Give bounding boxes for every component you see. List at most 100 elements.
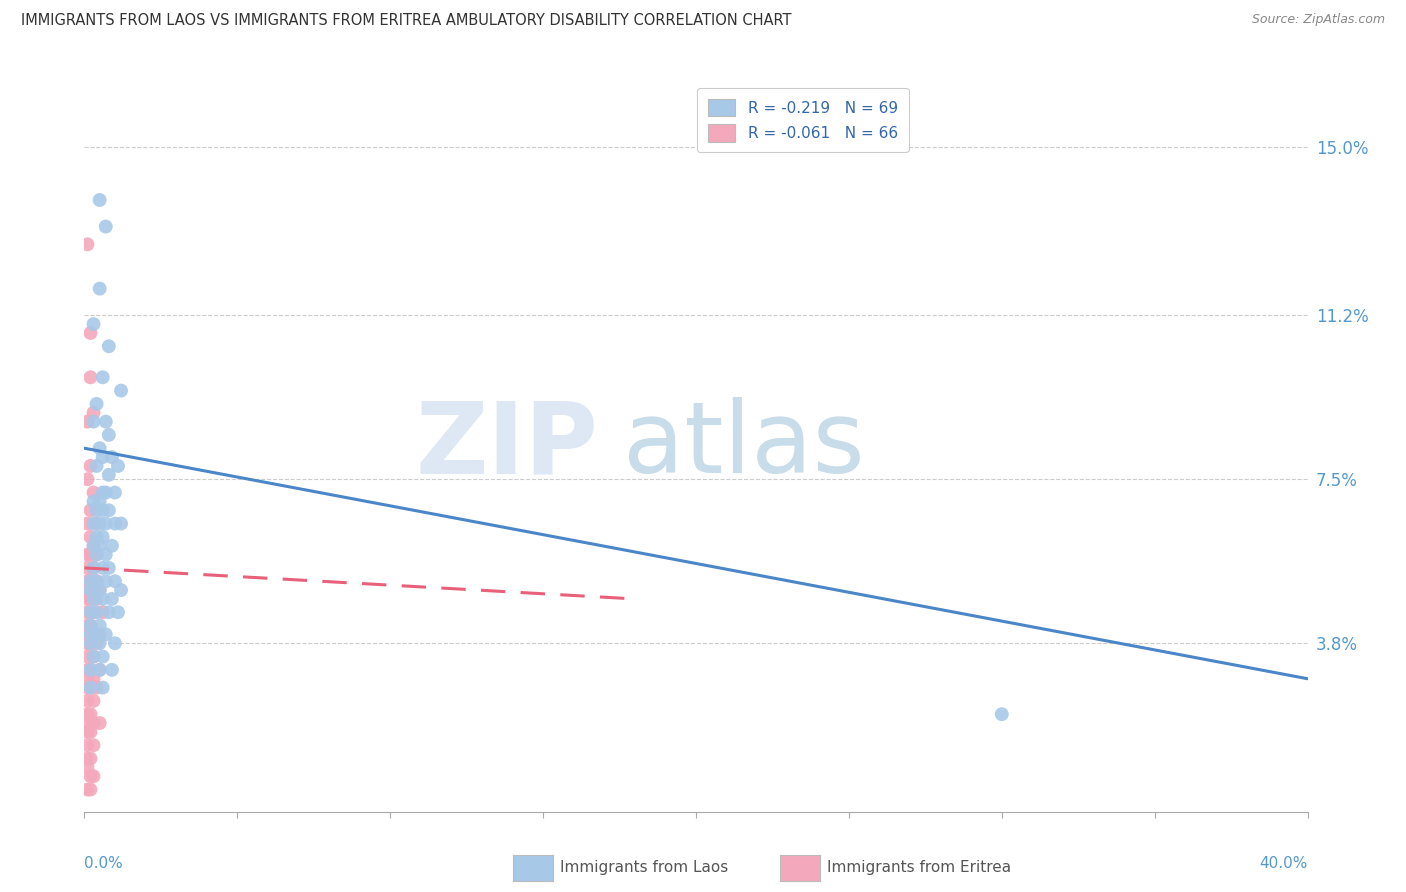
Point <box>91 681 114 695</box>
Text: Immigrants from Eritrea: Immigrants from Eritrea <box>827 860 1011 874</box>
Point <box>79 663 101 677</box>
Point <box>89 663 111 677</box>
Point <box>89 583 111 598</box>
Point <box>104 485 127 500</box>
Point <box>86 516 108 531</box>
Point <box>101 539 124 553</box>
Point <box>86 548 108 562</box>
Point <box>83 317 105 331</box>
Point <box>89 193 111 207</box>
Point <box>110 516 132 531</box>
Point <box>79 769 101 783</box>
Point <box>76 618 98 632</box>
Text: Immigrants from Laos: Immigrants from Laos <box>560 860 728 874</box>
Point <box>97 561 120 575</box>
Point <box>76 649 98 664</box>
Point <box>76 738 98 752</box>
Point <box>79 548 101 562</box>
Point <box>86 397 108 411</box>
Point <box>76 707 98 722</box>
Point <box>101 450 124 464</box>
Point <box>76 751 98 765</box>
Point <box>91 450 114 464</box>
Point <box>107 605 129 619</box>
Point <box>83 591 105 606</box>
Point <box>91 370 114 384</box>
Legend: R = -0.219   N = 69, R = -0.061   N = 66: R = -0.219 N = 69, R = -0.061 N = 66 <box>697 88 908 153</box>
Point <box>94 516 117 531</box>
Point <box>83 561 105 575</box>
Point <box>83 738 105 752</box>
Point <box>91 530 114 544</box>
Point <box>79 583 101 598</box>
Point <box>76 663 98 677</box>
Point <box>79 503 101 517</box>
Point <box>83 583 105 598</box>
Point <box>76 694 98 708</box>
Point <box>76 574 98 589</box>
Point <box>89 494 111 508</box>
Point <box>86 627 108 641</box>
Point <box>76 716 98 731</box>
Text: Source: ZipAtlas.com: Source: ZipAtlas.com <box>1251 13 1385 27</box>
Point <box>86 605 108 619</box>
Point <box>86 574 108 589</box>
Point <box>91 649 114 664</box>
Point <box>83 415 105 429</box>
Text: atlas: atlas <box>623 398 865 494</box>
Point <box>110 583 132 598</box>
Point <box>86 548 108 562</box>
Point <box>83 716 105 731</box>
Point <box>991 707 1014 722</box>
Point <box>89 441 111 455</box>
Point <box>97 428 120 442</box>
Point <box>89 282 111 296</box>
Point <box>76 636 98 650</box>
Text: 0.0%: 0.0% <box>84 855 124 871</box>
Point <box>86 503 108 517</box>
Point <box>76 237 98 252</box>
Point <box>86 591 108 606</box>
Point <box>76 672 98 686</box>
Point <box>83 649 105 664</box>
Point <box>83 485 105 500</box>
Point <box>89 663 111 677</box>
Text: ZIP: ZIP <box>415 398 598 494</box>
Point <box>79 751 101 765</box>
Point <box>91 605 114 619</box>
Point <box>89 716 111 731</box>
Point <box>76 782 98 797</box>
Point <box>91 591 114 606</box>
Point <box>97 605 120 619</box>
Point <box>79 681 101 695</box>
Point <box>86 681 108 695</box>
Point <box>79 725 101 739</box>
Point <box>86 574 108 589</box>
Point <box>83 516 105 531</box>
Point <box>79 370 101 384</box>
Point <box>83 539 105 553</box>
Point <box>89 539 111 553</box>
Point <box>76 681 98 695</box>
Point <box>79 618 101 632</box>
Point <box>79 707 101 722</box>
Point <box>83 561 105 575</box>
Point <box>86 458 108 473</box>
Point <box>83 627 105 641</box>
Point <box>89 627 111 641</box>
Point <box>79 574 101 589</box>
Point <box>79 618 101 632</box>
Point <box>104 516 127 531</box>
Point <box>76 548 98 562</box>
Point <box>83 494 105 508</box>
Point <box>83 406 105 420</box>
Point <box>76 561 98 575</box>
Point <box>83 649 105 664</box>
Point <box>89 583 111 598</box>
Point <box>79 681 101 695</box>
Point <box>79 663 101 677</box>
Point <box>79 627 101 641</box>
Point <box>97 467 120 482</box>
Point <box>104 574 127 589</box>
Point <box>79 782 101 797</box>
